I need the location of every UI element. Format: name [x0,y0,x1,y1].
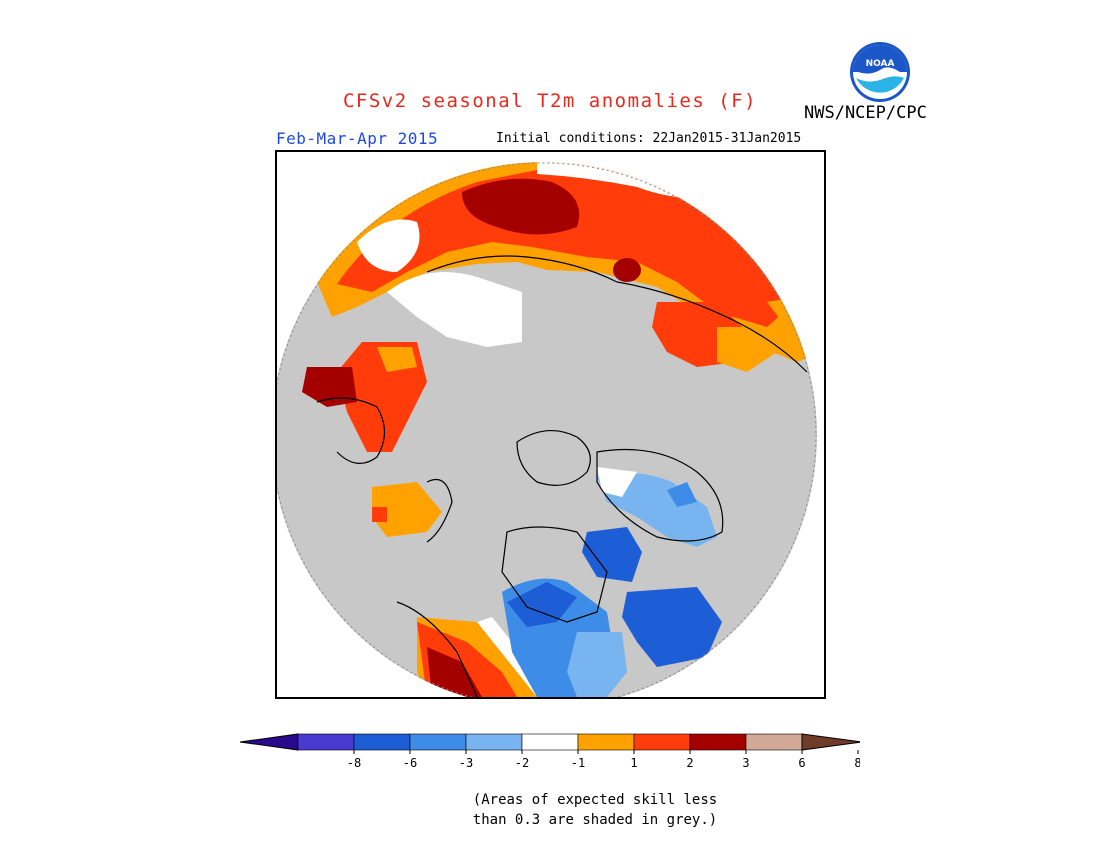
colorbar-tick-label: 1 [630,756,637,770]
logo-text: NOAA [866,59,895,69]
colorbar-swatch [297,733,355,751]
anomaly-area-eastasia-plus2 [717,327,777,372]
anomaly-area-canada-minus3 [507,582,577,627]
colorbar-tick-label: -1 [571,756,585,770]
map-canvas [277,152,824,697]
colorbar-swatch [745,733,803,751]
anomaly-area-alaska-plus3 [372,507,387,522]
initial-conditions: Initial conditions: 22Jan2015-31Jan2015 [496,131,802,146]
anomaly-area-europe-plus6 [302,367,357,407]
near-normal-area-1 [357,219,420,272]
anomaly-area-europe-plus2 [377,347,417,372]
forecast-period: Feb-Mar-Apr 2015 [276,129,439,148]
near-normal-greenland [597,467,637,497]
colorbar-arrow-high [801,733,863,751]
colorbar-tick-label: -6 [403,756,417,770]
colorbar-swatch [689,733,747,751]
anomaly-area-alaska-plus2 [372,482,442,537]
anomaly-colorbar: -8 -6 -3 -2 -1 1 2 3 6 8 [239,728,863,772]
anomaly-area-siberia-plus6 [462,178,580,235]
anomaly-area-westna-plus6 [427,647,482,697]
colorbar-swatch [465,733,523,751]
skill-note-line2: than 0.3 are shaded in grey.) [472,812,718,828]
colorbar-swatch [353,733,411,751]
colorbar-swatch [409,733,467,751]
colorbar-tick-label: 6 [798,756,805,770]
near-normal-area-2 [387,272,522,347]
skill-note-line1: (Areas of expected skill less [472,792,718,808]
anomaly-area-greenland-minus1 [597,473,717,547]
colorbar-tick-label: 8 [854,756,860,770]
anomaly-spot-plus6 [613,258,641,282]
colorbar-swatch [577,733,635,751]
colorbar-swatch [521,733,579,751]
coastlines [316,255,808,697]
map-title: CFSv2 seasonal T2m anomalies (F) [342,90,758,112]
colorbar-tick-label: -2 [515,756,529,770]
colorbar-tick-label: -3 [459,756,473,770]
anomaly-area-greenland-minus2 [667,482,697,507]
colorbar-tick-label: 2 [686,756,693,770]
colorbar-tick-label: -8 [347,756,361,770]
noaa-logo: NOAA [850,42,910,102]
colorbar-tick-label: 3 [742,756,749,770]
polar-anomaly-map [275,150,826,699]
colorbar-svg: -8 -6 -3 -2 -1 1 2 3 6 8 [239,733,863,770]
anomaly-area-canada-minus1 [567,632,627,697]
colorbar-arrow-low [239,733,299,751]
anomaly-area-baffin-minus3 [582,527,642,582]
agency-label: NWS/NCEP/CPC [804,103,927,123]
anomaly-area-europe-plus3 [337,342,427,452]
colorbar-swatch [633,733,691,751]
anomaly-area-labrador-minus3 [622,587,722,667]
